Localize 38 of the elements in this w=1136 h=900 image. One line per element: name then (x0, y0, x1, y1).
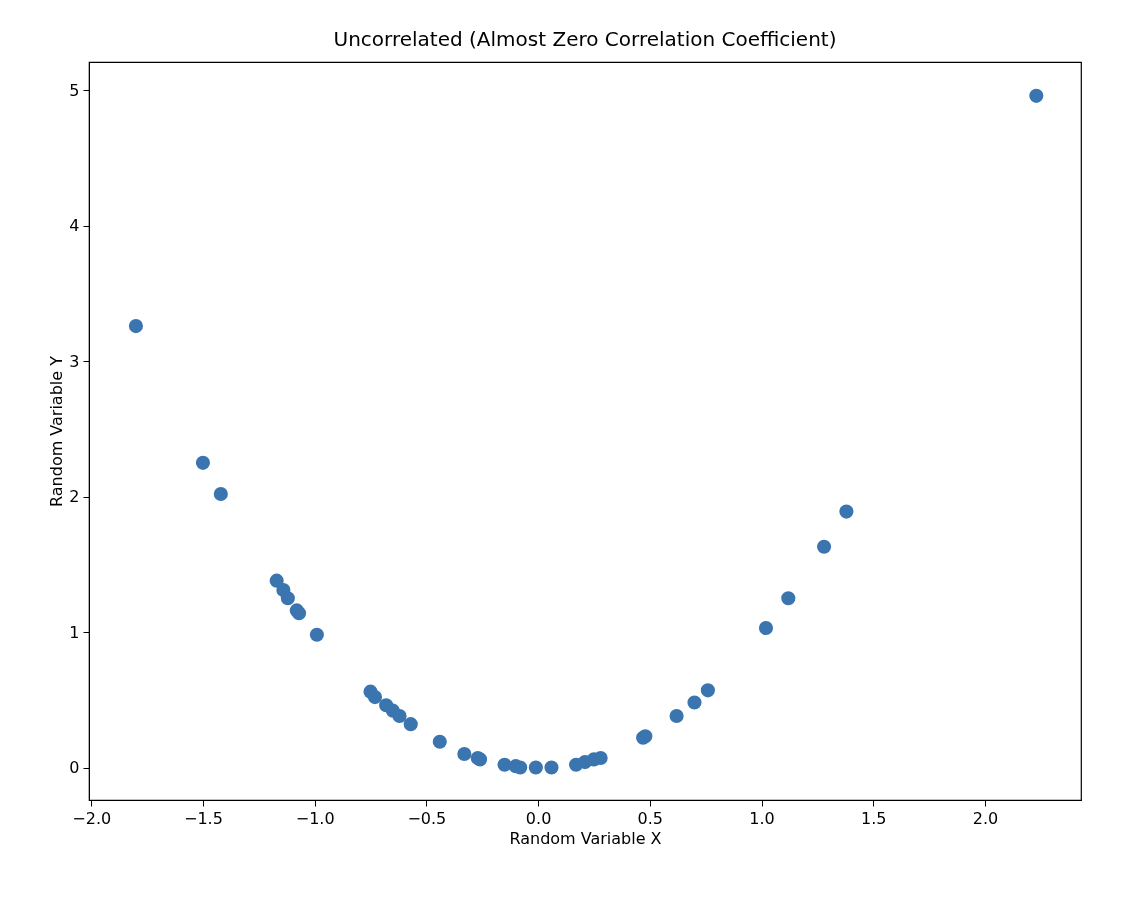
point (309, 627, 324, 642)
point (816, 539, 832, 554)
point (367, 690, 383, 705)
point (1029, 88, 1044, 103)
point (687, 695, 702, 710)
y-tick-label: 4 (69, 216, 80, 236)
chart-title: Uncorrelated (Almost Zero Correlation Coefficient) (333, 27, 837, 51)
x-tick-label: −1.5 (184, 808, 223, 828)
point (403, 717, 418, 732)
point (544, 760, 559, 775)
point (432, 734, 447, 749)
x-tick-label: −1.0 (295, 808, 335, 828)
point (758, 620, 774, 636)
point (128, 319, 143, 334)
y-tick-label: 3 (69, 351, 80, 371)
y-tick-label: 1 (69, 622, 80, 642)
point (669, 708, 684, 724)
point (213, 486, 228, 502)
x-tick-label: 0.5 (637, 808, 664, 828)
x-tick-label: 0.0 (525, 808, 552, 828)
x-tick-label: 1.5 (860, 808, 887, 828)
point (280, 591, 295, 606)
x-tick-label: 1.0 (749, 808, 775, 828)
y-tick-label: 2 (69, 487, 80, 507)
point (839, 504, 854, 519)
x-tick-label: −0.5 (407, 808, 447, 828)
point (392, 708, 407, 724)
x-axis-title: Random Variable X (509, 828, 662, 848)
y-tick-label: 5 (69, 80, 80, 100)
point (700, 683, 715, 698)
point (528, 760, 543, 775)
point (195, 455, 211, 470)
x-tick-label: −2.0 (72, 808, 112, 828)
x-tick-label: 2.0 (972, 808, 999, 828)
y-tick-label: 0 (69, 758, 80, 777)
point (781, 591, 796, 606)
y-axis-title: Random Variable Y (47, 355, 67, 507)
point (457, 746, 472, 762)
